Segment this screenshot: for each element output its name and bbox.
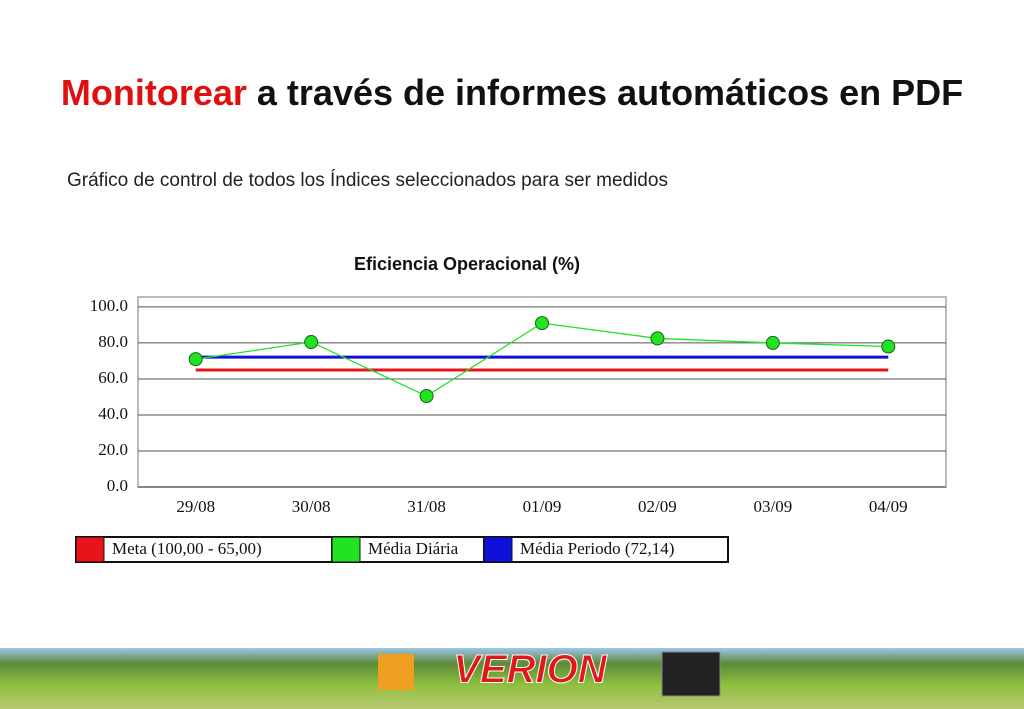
- legend-swatch: [75, 536, 105, 563]
- title-rest: a través de informes automáticos en PDF: [256, 72, 964, 113]
- slide-title: Monitorear a través de informes automáti…: [0, 72, 1024, 114]
- legend-label: Meta (100,00 - 65,00): [112, 539, 262, 558]
- legend-label: Média Periodo (72,14): [520, 539, 674, 558]
- point: [419, 389, 434, 404]
- y-tick-label: 20.0: [98, 440, 128, 459]
- point: [304, 335, 319, 350]
- y-tick-label: 60.0: [98, 368, 128, 387]
- x-tick-label: 29/08: [176, 497, 215, 516]
- y-tick-label: 100.0: [90, 296, 128, 315]
- x-tick-label: 31/08: [407, 497, 446, 516]
- x-tick-label: 02/09: [638, 497, 677, 516]
- point: [881, 339, 896, 354]
- point: [188, 352, 203, 367]
- y-tick-label: 0.0: [107, 476, 128, 495]
- footer-landscape: [0, 648, 1024, 709]
- logo-icon: [378, 654, 414, 690]
- legend-box: [75, 536, 729, 563]
- title-highlight: Monitorear: [60, 72, 247, 113]
- device-icon: [661, 651, 721, 697]
- brand: VERION: [453, 648, 607, 692]
- x-tick-label: 04/09: [869, 497, 908, 516]
- point: [765, 335, 780, 350]
- chart-title: Eficiencia Operacional (%): [354, 254, 580, 274]
- x-tick-label: 01/09: [523, 497, 562, 516]
- y-tick-label: 40.0: [98, 404, 128, 423]
- subtitle: Gráfico de control de todos los Índices …: [67, 170, 668, 191]
- x-tick-label: 30/08: [292, 497, 331, 516]
- x-tick-label: 03/09: [753, 497, 792, 516]
- legend-label: Média Diária: [368, 539, 459, 558]
- y-tick-label: 80.0: [98, 332, 128, 351]
- point: [535, 316, 549, 331]
- legend-swatch: [331, 536, 361, 563]
- legend-swatch: [483, 536, 513, 563]
- point: [650, 331, 665, 346]
